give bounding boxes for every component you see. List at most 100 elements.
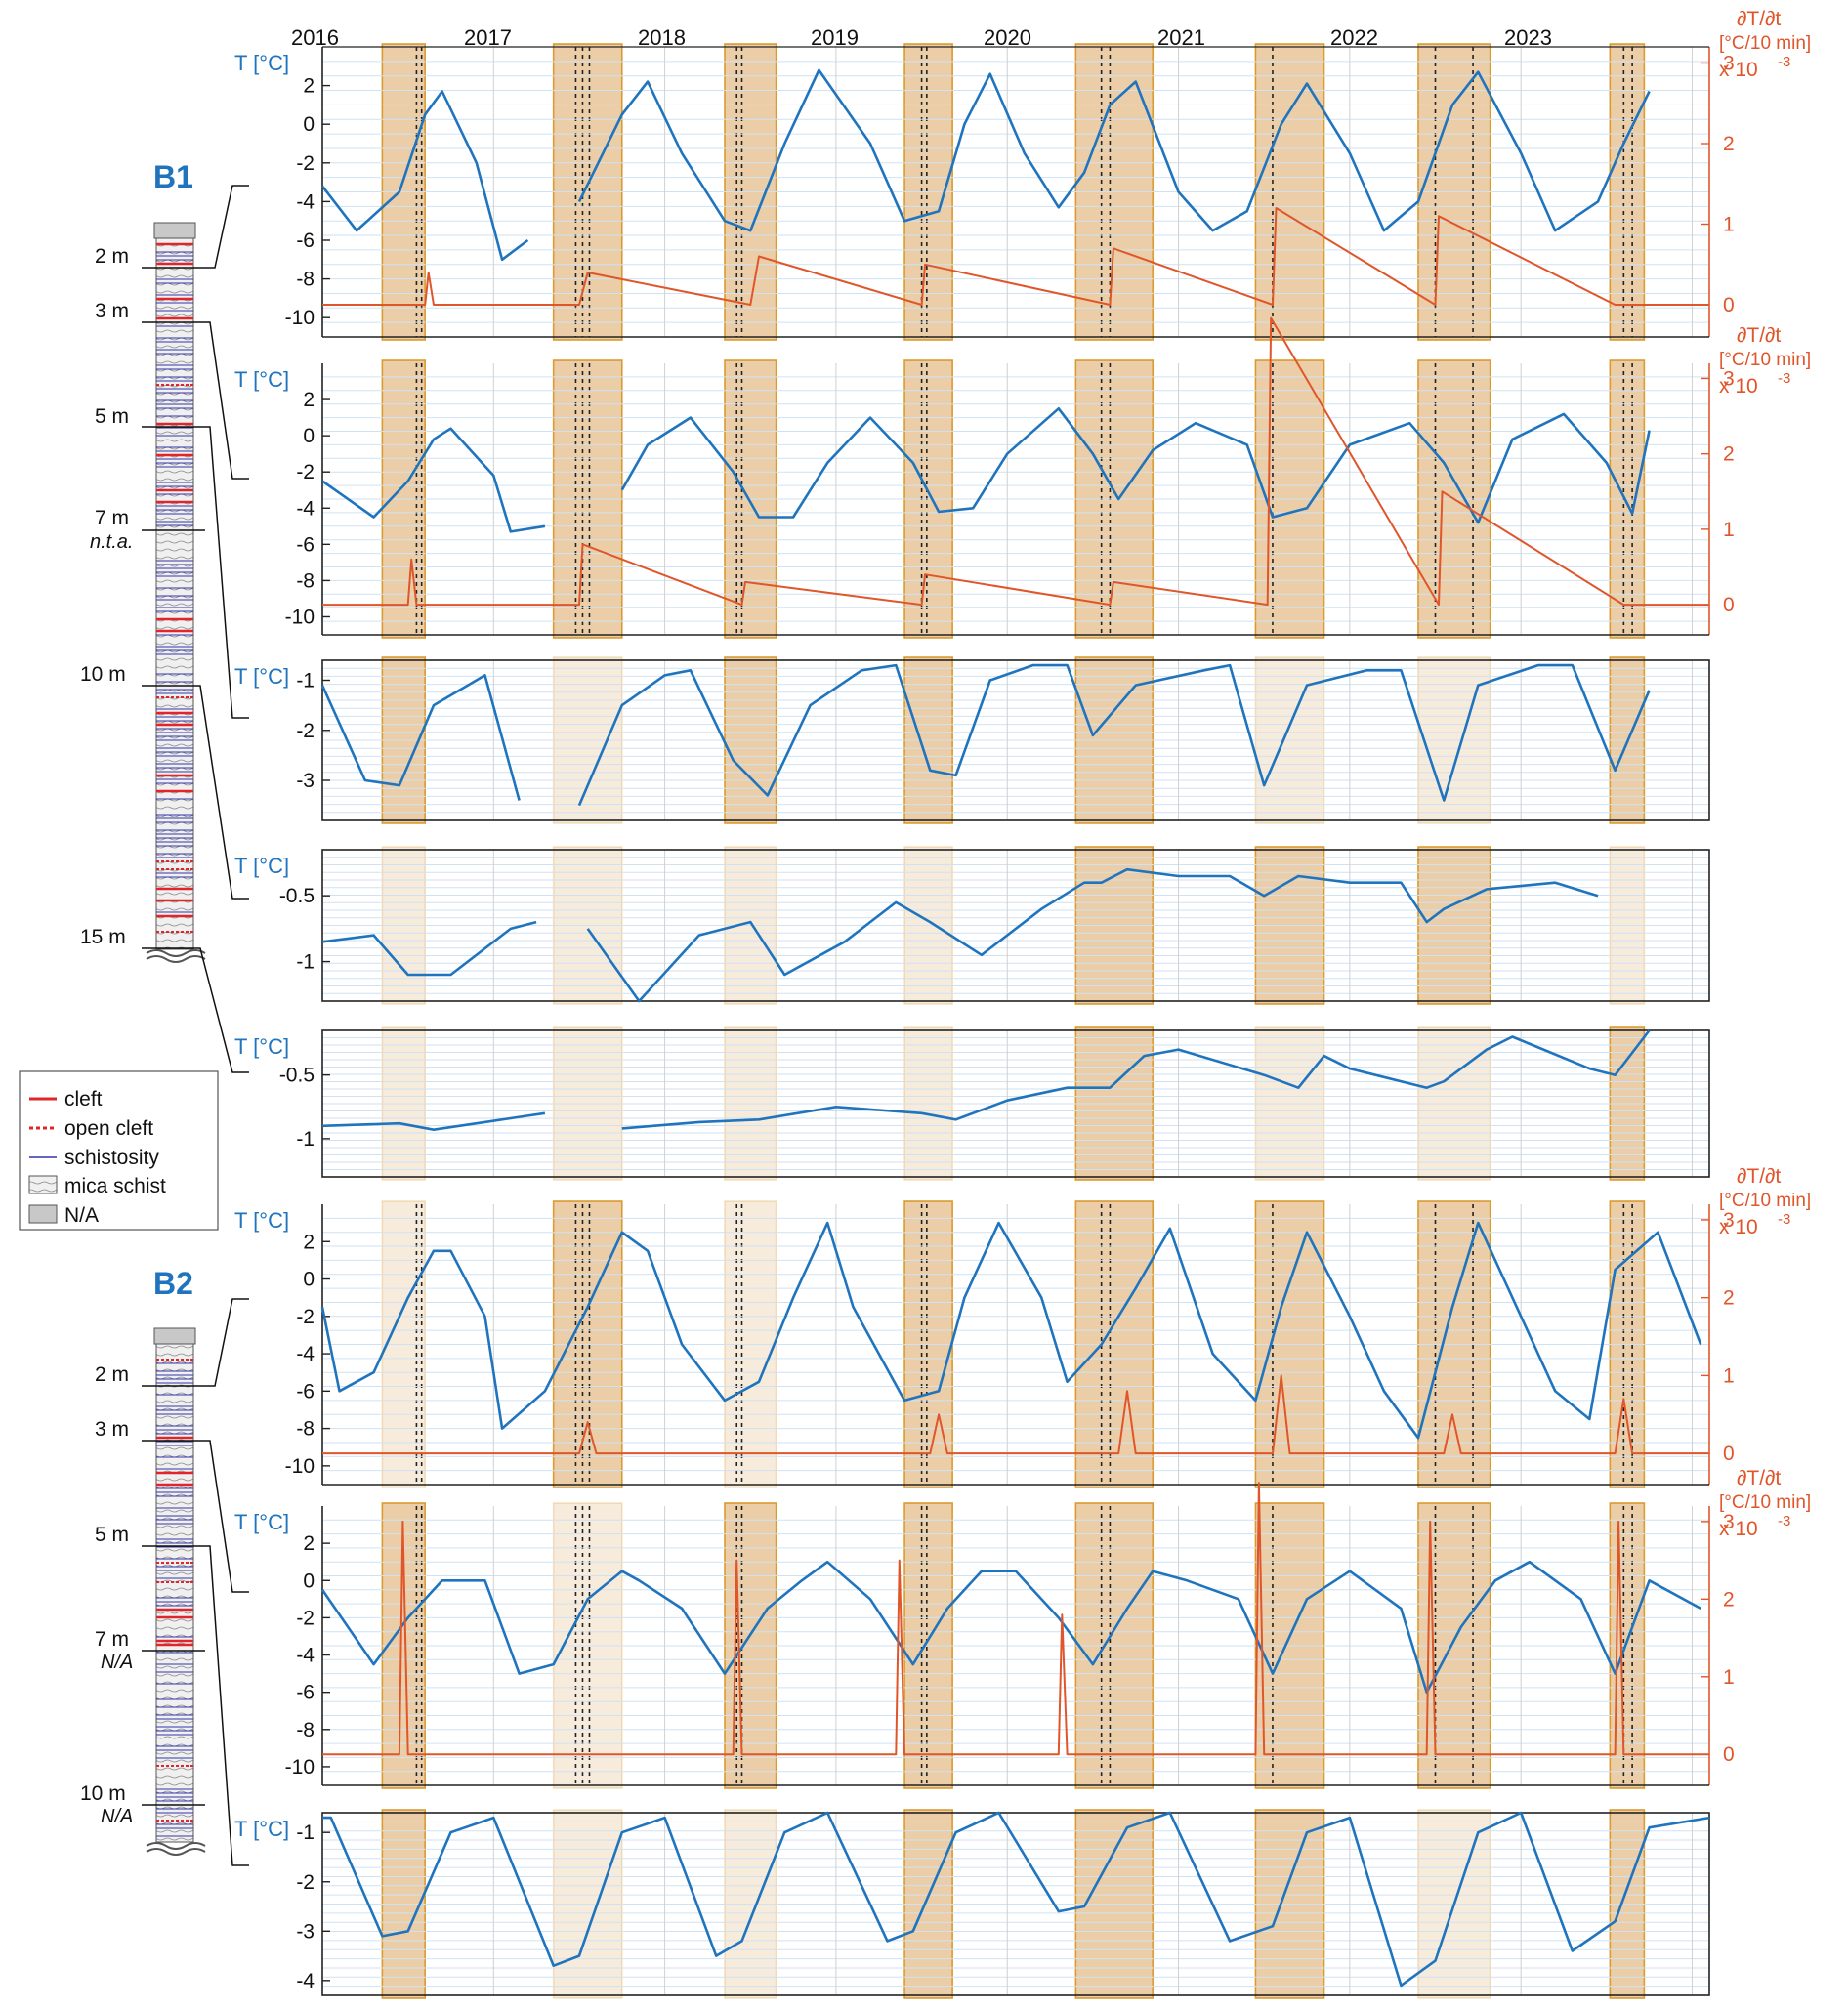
- right-tick-label: 0: [1723, 294, 1735, 316]
- y-tick-label: 0: [303, 1269, 315, 1291]
- right-axis-label: ∂T/∂t: [1737, 324, 1781, 347]
- borehole-label: B1: [153, 159, 193, 194]
- break-symbol: [146, 1848, 206, 1856]
- depth-label: 5 m: [95, 1524, 129, 1546]
- derivative-line: [322, 1374, 1709, 1455]
- depth-tick: [142, 321, 249, 480]
- strata-lines: [156, 1359, 193, 1837]
- y-tick-label: 0: [303, 1570, 315, 1592]
- depth-label: 10 m: [80, 663, 126, 686]
- panel-b1-10-m: -0.5 -1 T [°C]: [234, 849, 1710, 1003]
- panel-b2-3-m: 2 0 -2 -4 -6 -8 -10 T [°C] 3 2 1 0 ∂T/∂t [°C/10 min] x…: [234, 1467, 1811, 1786]
- right-tick-label: 0: [1723, 1443, 1735, 1465]
- depth-tick: [142, 185, 249, 269]
- right-axis-exponent-power: -3: [1778, 1211, 1790, 1228]
- legend-label: N/A: [64, 1204, 99, 1227]
- year-label: 2016: [291, 25, 339, 50]
- right-axis-exponent-power: -3: [1778, 54, 1790, 70]
- right-tick-label: 2: [1723, 1588, 1735, 1611]
- y-tick-label: -8: [296, 1719, 315, 1741]
- y-axis-label: T [°C]: [234, 367, 289, 392]
- y-tick-label: -6: [296, 533, 315, 556]
- y-axis-label: T [°C]: [234, 1208, 289, 1233]
- right-tick-label: 2: [1723, 1287, 1735, 1310]
- break-symbol: [146, 1842, 206, 1850]
- year-labels: 2016 2017 2018 2019 2020 2021 2022 2023: [291, 25, 1552, 50]
- y-tick-label: -8: [296, 1418, 315, 1441]
- year-label: 2019: [811, 25, 859, 50]
- right-tick-label: 1: [1723, 214, 1735, 236]
- right-axis-label: [°C/10 min]: [1719, 1191, 1811, 1211]
- panel-b1-3-m: 2 0 -2 -4 -6 -8 -10 T [°C] 3 2 1 0 ∂T/∂t [°C/10 min] x…: [234, 316, 1811, 636]
- depth-label: 5 m: [95, 405, 129, 428]
- y-tick-label: 2: [303, 75, 315, 98]
- y-tick-label: -6: [296, 1380, 315, 1403]
- right-axis-exponent-power: -3: [1778, 370, 1790, 387]
- right-tick-label: 2: [1723, 133, 1735, 155]
- legend-label: open cleft: [64, 1117, 153, 1140]
- y-axis-label: T [°C]: [234, 664, 289, 689]
- y-tick-label: -2: [296, 720, 315, 742]
- right-tick-label: 2: [1723, 443, 1735, 466]
- temperature-line: [321, 867, 1599, 1003]
- depth-label: 2 m: [95, 245, 129, 268]
- y-tick-label: -2: [296, 1871, 315, 1894]
- y-axis-label: T [°C]: [234, 1510, 289, 1534]
- depth-label: 3 m: [95, 300, 129, 322]
- depth-note: N/A: [101, 1806, 133, 1827]
- legend-swatch-na: [28, 1204, 58, 1224]
- y-tick-label: 0: [303, 113, 315, 136]
- depth-tick: [142, 1440, 249, 1593]
- panel-frame: [321, 1029, 1710, 1178]
- right-tick-label: 0: [1723, 594, 1735, 616]
- panel-b1-5-m: -1 -2 -3 T [°C]: [234, 659, 1710, 821]
- y-tick-label: -1: [296, 670, 315, 692]
- borehole-label: B2: [153, 1266, 193, 1301]
- right-tick-label: 3: [1723, 367, 1735, 390]
- panel-b1-15-m: -0.5 -1 T [°C]: [234, 1029, 1710, 1178]
- y-tick-label: -2: [296, 1306, 315, 1328]
- temperature-line: [321, 1029, 1651, 1131]
- y-tick-label: -0.5: [279, 885, 315, 907]
- right-axis-exponent: x 10: [1719, 375, 1758, 398]
- break-symbol: [146, 955, 206, 963]
- y-tick-label: -2: [296, 461, 315, 483]
- na-cap: [153, 222, 196, 239]
- depth-label: 15 m: [80, 926, 126, 948]
- legend-label: schistosity: [64, 1147, 159, 1169]
- depth-label: 7 m: [95, 507, 129, 529]
- right-axis-label: ∂T/∂t: [1737, 1467, 1781, 1489]
- right-tick-label: 1: [1723, 519, 1735, 541]
- y-tick-label: -6: [296, 230, 315, 252]
- year-label: 2022: [1330, 25, 1378, 50]
- rock-column: [155, 237, 194, 950]
- y-axis-label: T [°C]: [234, 51, 289, 75]
- legend-label: mica schist: [64, 1175, 166, 1197]
- right-tick-label: 3: [1723, 1209, 1735, 1232]
- rock-column: [155, 1343, 194, 1843]
- y-tick-label: -3: [296, 1920, 315, 1943]
- y-tick-label: -10: [285, 606, 315, 628]
- break-symbol: [146, 949, 206, 957]
- strata-lines: [156, 242, 193, 933]
- y-axis-label: T [°C]: [234, 854, 289, 878]
- legend-label: cleft: [64, 1088, 103, 1110]
- temperature-line: [320, 68, 1651, 262]
- y-tick-label: -10: [285, 307, 315, 329]
- derivative-line: [322, 316, 1709, 607]
- right-axis-label: [°C/10 min]: [1719, 33, 1811, 54]
- depth-tick: [142, 1298, 249, 1387]
- panel-frame: [321, 659, 1710, 821]
- right-axis-exponent: x 10: [1719, 1518, 1758, 1540]
- y-tick-label: -10: [285, 1756, 315, 1779]
- right-axis-label: [°C/10 min]: [1719, 350, 1811, 370]
- y-tick-label: -4: [296, 1970, 315, 1992]
- y-tick-label: -6: [296, 1682, 315, 1704]
- y-tick-label: 0: [303, 425, 315, 447]
- right-tick-label: 3: [1723, 53, 1735, 75]
- y-tick-label: -8: [296, 569, 315, 592]
- y-axis-label: T [°C]: [234, 1034, 289, 1059]
